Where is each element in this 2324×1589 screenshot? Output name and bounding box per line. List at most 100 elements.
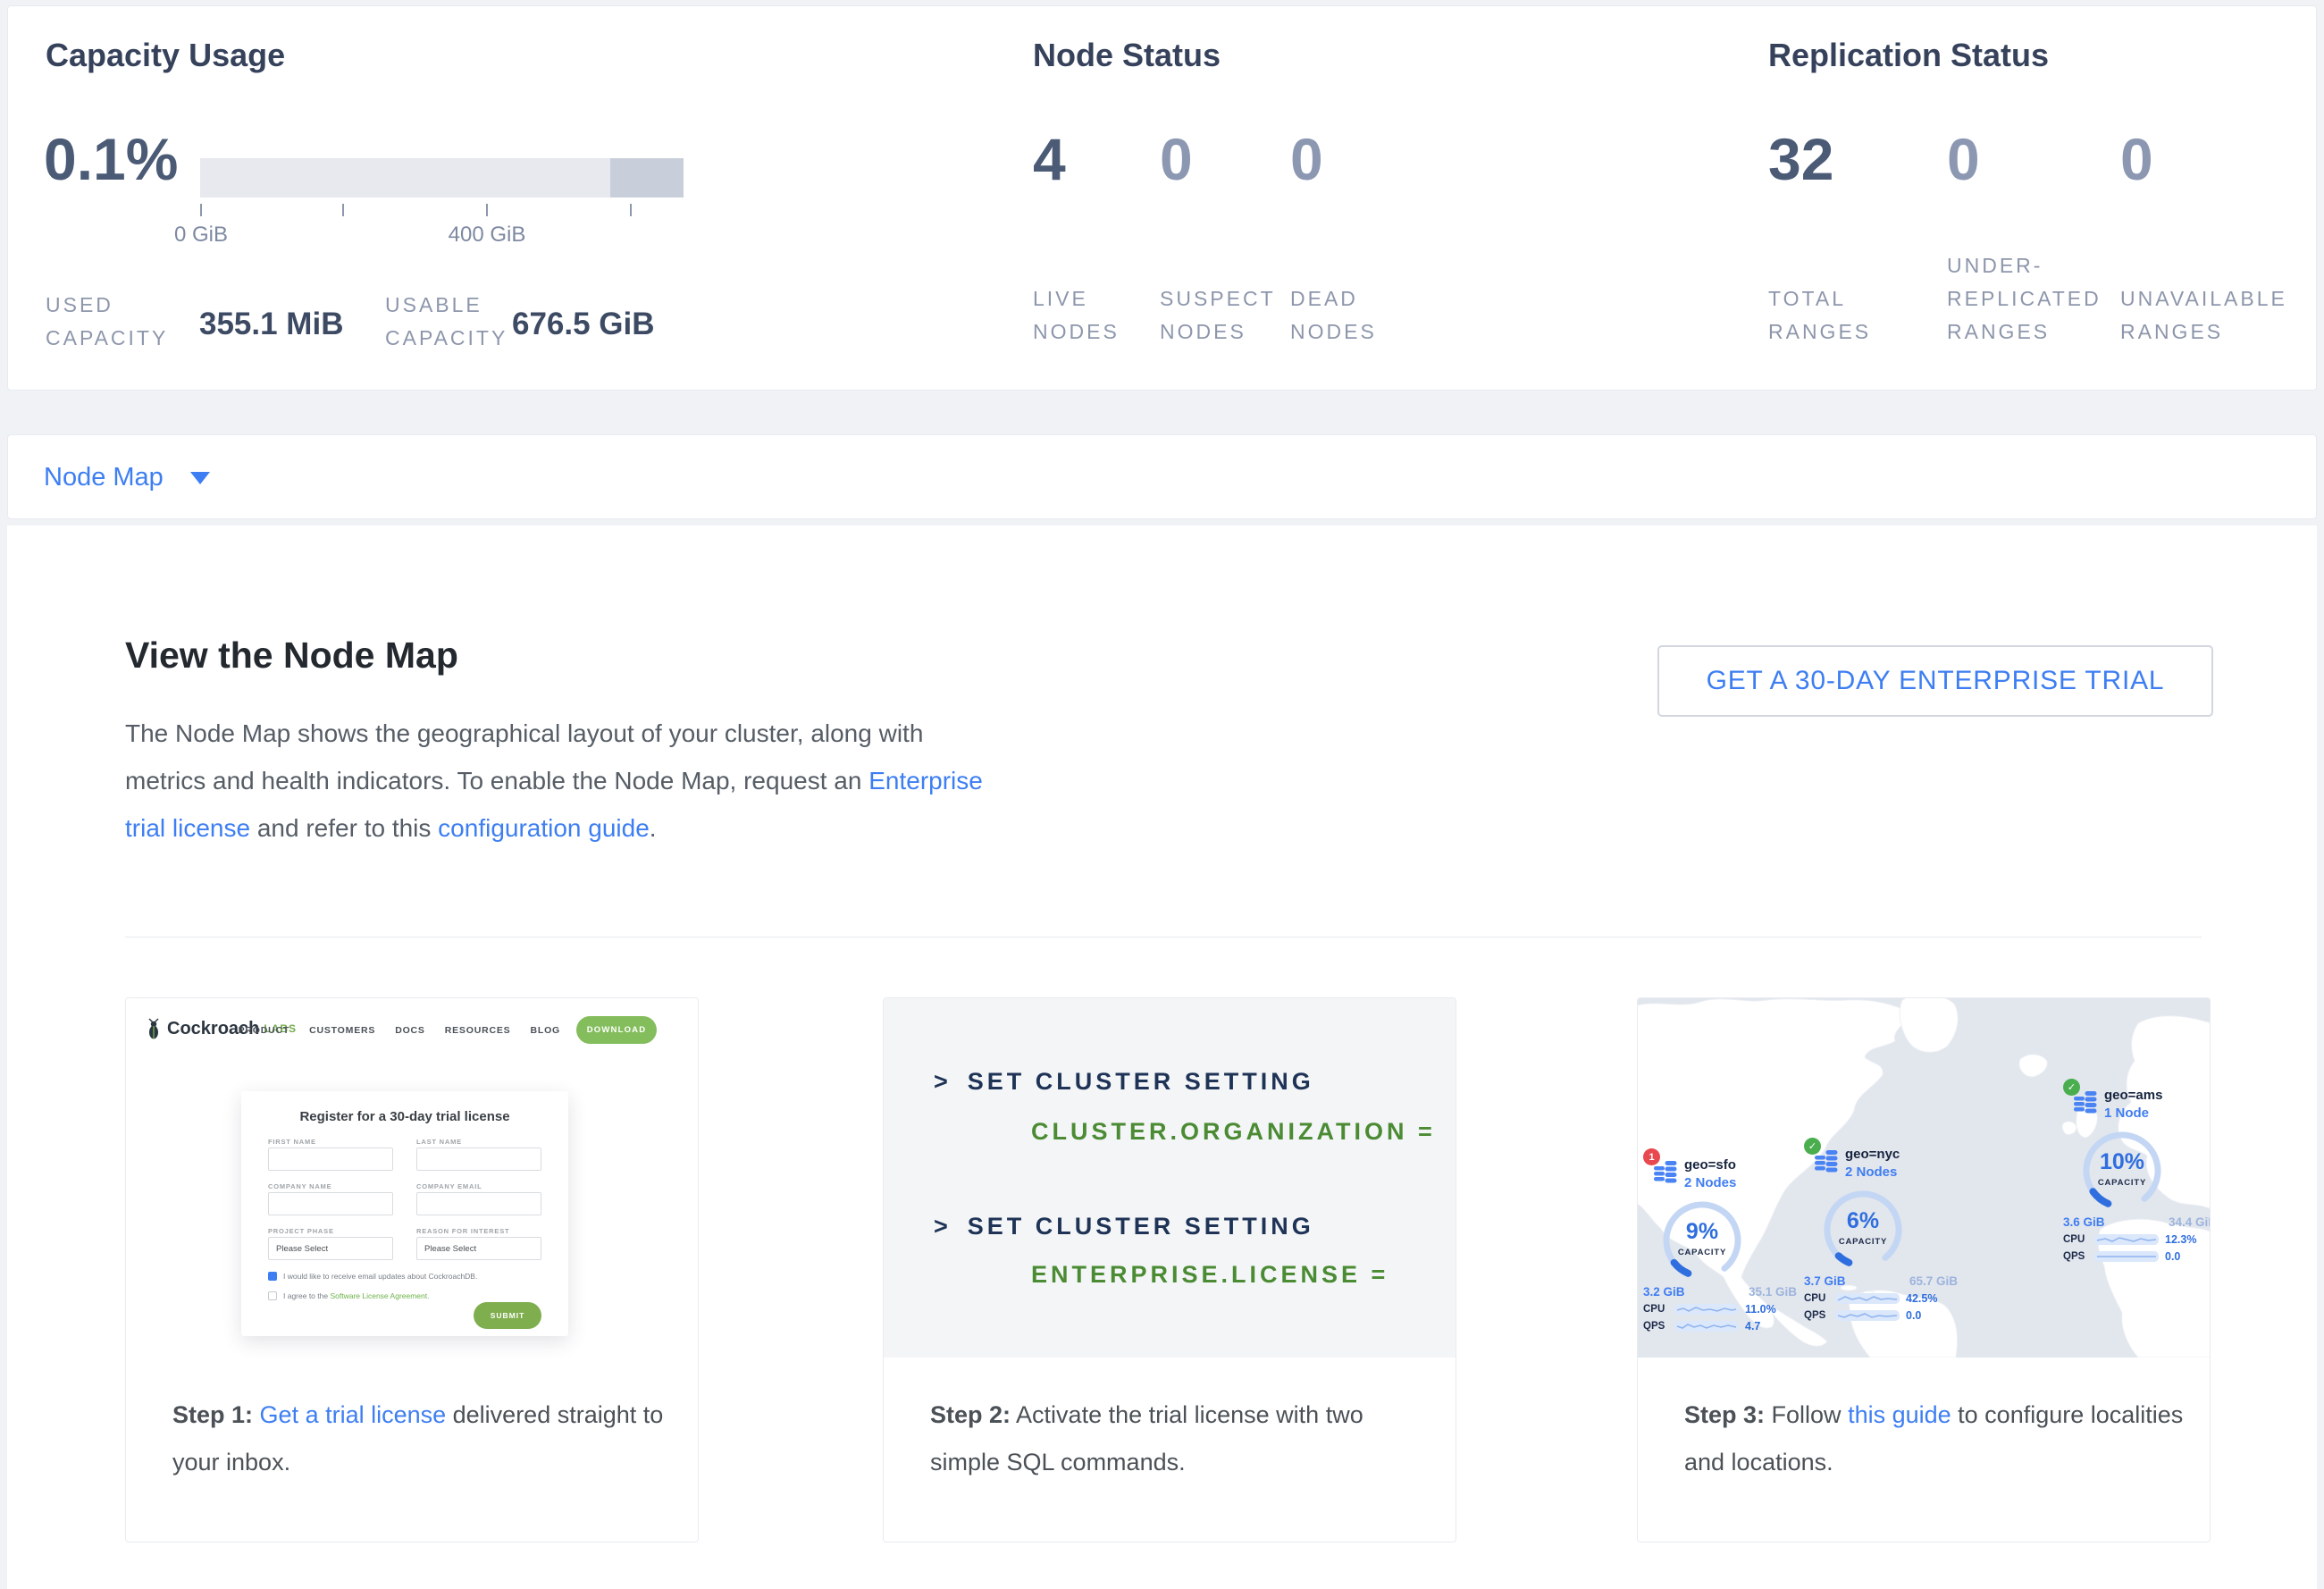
cpu-value: 42.5% bbox=[1906, 1292, 1938, 1305]
node-map-preview: 1 geo=sfo 2 Nodes 9% bbox=[1638, 998, 2210, 1358]
sql-argument: CLUSTER.ORGANIZATION = bbox=[1031, 1118, 1436, 1145]
locality-name: geo=sfo bbox=[1684, 1157, 1736, 1173]
mini-site-navbar: Cockroach LABS PRODUCT CUSTOMERS DOCS RE… bbox=[126, 1011, 698, 1050]
qps-value: 0.0 bbox=[2165, 1250, 2181, 1263]
field-label: COMPANY NAME bbox=[268, 1182, 332, 1190]
qps-value: 0.0 bbox=[1906, 1309, 1922, 1322]
sql-argument: ENTERPRISE.LICENSE = bbox=[1031, 1261, 1389, 1288]
replication-status-title: Replication Status bbox=[1768, 37, 2050, 73]
suspect-nodes-label: SUSPECT NODES bbox=[1160, 287, 1276, 343]
capacity-percent: 6% bbox=[1846, 1208, 1880, 1233]
capacity-ring: 9% CAPACITY bbox=[1659, 1198, 1745, 1283]
capacity-ring-arc bbox=[2083, 1131, 2161, 1210]
step-1-card: Cockroach LABS PRODUCT CUSTOMERS DOCS RE… bbox=[125, 997, 699, 1543]
dead-nodes-count: 0 bbox=[1290, 126, 1323, 192]
company-email-field bbox=[416, 1192, 541, 1215]
capacity-bar bbox=[200, 158, 684, 198]
total-ranges-count: 32 bbox=[1768, 126, 1834, 192]
node-map-dropdown[interactable]: Node Map bbox=[44, 435, 210, 520]
nav-item: RESOURCES bbox=[444, 1025, 511, 1036]
qps-label: QPS bbox=[1804, 1310, 1826, 1321]
step-2-caption: Step 2: Activate the trial license with … bbox=[930, 1401, 1363, 1476]
unavailable-ranges-count: 0 bbox=[2120, 126, 2153, 192]
cockroach-logo-icon bbox=[148, 1018, 159, 1039]
map-location-ams: ✓ geo=ams 1 Node 10% bbox=[2063, 1079, 2210, 1263]
cpu-label: CPU bbox=[2063, 1234, 2085, 1245]
enterprise-trial-license-link[interactable]: Enterprise trial license bbox=[125, 767, 983, 842]
dead-nodes-label: DEAD NODES bbox=[1290, 287, 1377, 343]
capacity-used: 3.7 GiB bbox=[1804, 1274, 1846, 1288]
capacity-percent: 9% bbox=[1685, 1219, 1719, 1244]
step-2-card: > SET CLUSTER SETTING CLUSTER.ORGANIZATIO… bbox=[883, 997, 1456, 1543]
checkbox-checked bbox=[268, 1272, 277, 1281]
checkbox-label: I agree to the Software License Agreemen… bbox=[283, 1291, 430, 1300]
database-icon bbox=[1815, 1150, 1838, 1173]
capacity-usage-title: Capacity Usage bbox=[46, 37, 286, 73]
node-map-promo-panel: View the Node Map The Node Map shows the… bbox=[7, 525, 2317, 1589]
field-label: REASON FOR INTEREST bbox=[416, 1227, 510, 1235]
cockroach-labs-logo: Cockroach LABS bbox=[146, 1018, 297, 1039]
first-name-field bbox=[268, 1148, 393, 1171]
mini-site-nav-links: PRODUCT CUSTOMERS DOCS RESOURCES BLOG bbox=[239, 1025, 560, 1036]
field-label: LAST NAME bbox=[416, 1138, 462, 1146]
locality-name: geo=ams bbox=[2104, 1088, 2163, 1103]
capacity-used-percent: 0.1% bbox=[44, 126, 179, 192]
capacity-ring-arc bbox=[1824, 1190, 1902, 1269]
cpu-value: 12.3% bbox=[2165, 1233, 2197, 1246]
capacity-total: 35.1 GiB bbox=[1748, 1285, 1797, 1299]
last-name-field bbox=[416, 1148, 541, 1171]
qps-label: QPS bbox=[2063, 1251, 2085, 1262]
reason-select: Please Select bbox=[416, 1237, 541, 1260]
field-label: PROJECT PHASE bbox=[268, 1227, 334, 1235]
intro-description: The Node Map shows the geographical layo… bbox=[125, 710, 1001, 852]
this-guide-link[interactable]: this guide bbox=[1848, 1401, 1951, 1428]
logo-name: Cockroach bbox=[167, 1018, 260, 1038]
locality-node-count: 1 Node bbox=[2104, 1106, 2150, 1121]
sql-commands-panel: > SET CLUSTER SETTING CLUSTER.ORGANIZATIO… bbox=[884, 998, 1456, 1358]
license-agreement-checkbox-row: I agree to the Software License Agreemen… bbox=[268, 1291, 430, 1300]
qps-sparkline bbox=[1674, 1321, 1739, 1332]
capacity-tick bbox=[630, 204, 632, 216]
view-selector-bar: Node Map bbox=[7, 434, 2317, 519]
capacity-percent: 10% bbox=[2099, 1149, 2145, 1174]
database-icon bbox=[1654, 1161, 1677, 1183]
capacity-tick bbox=[200, 204, 202, 216]
capacity-used: 3.2 GiB bbox=[1643, 1285, 1685, 1299]
download-button: DOWNLOAD bbox=[576, 1016, 657, 1044]
capacity-tick bbox=[486, 204, 488, 216]
capacity-label: CAPACITY bbox=[1838, 1237, 1888, 1247]
email-updates-checkbox-row: I would like to receive email updates ab… bbox=[268, 1272, 477, 1281]
get-enterprise-trial-button[interactable]: GET A 30-DAY ENTERPRISE TRIAL bbox=[1657, 645, 2213, 717]
nav-item: DOCS bbox=[395, 1025, 425, 1036]
field-label: FIRST NAME bbox=[268, 1138, 316, 1146]
capacity-total: 34.4 GiB bbox=[2168, 1215, 2210, 1229]
node-map-dropdown-label: Node Map bbox=[44, 463, 164, 492]
used-capacity-value: 355.1 MiB bbox=[199, 307, 344, 341]
nav-item: BLOG bbox=[530, 1025, 560, 1036]
project-phase-select: Please Select bbox=[268, 1237, 393, 1260]
intro-text-1: The Node Map shows the geographical layo… bbox=[125, 719, 924, 794]
cpu-label: CPU bbox=[1804, 1293, 1826, 1304]
field-label: COMPANY EMAIL bbox=[416, 1182, 482, 1190]
qps-sparkline bbox=[2094, 1251, 2159, 1262]
configuration-guide-link[interactable]: configuration guide bbox=[438, 814, 650, 842]
intro-text-2: and refer to this bbox=[250, 814, 439, 842]
capacity-label: CAPACITY bbox=[1677, 1248, 1727, 1257]
used-capacity-label: USED CAPACITY bbox=[46, 293, 169, 349]
node-status-title: Node Status bbox=[1033, 37, 1221, 73]
total-ranges-label: TOTAL RANGES bbox=[1768, 287, 1872, 343]
capacity-ring-arc bbox=[1663, 1201, 1741, 1280]
capacity-total: 65.7 GiB bbox=[1909, 1274, 1958, 1288]
get-trial-license-link[interactable]: Get a trial license bbox=[259, 1401, 447, 1428]
cpu-sparkline bbox=[1835, 1293, 1900, 1304]
cluster-summary-panel: Capacity Usage 0.1% 0 GiB 400 GiB USED C… bbox=[7, 5, 2317, 391]
unavailable-ranges-label: UNAVAILABLE RANGES bbox=[2120, 287, 2287, 343]
qps-label: QPS bbox=[1643, 1321, 1665, 1332]
live-nodes-label: LIVE NODES bbox=[1033, 287, 1120, 343]
chevron-down-icon bbox=[189, 471, 210, 484]
license-agreement-link: Software License Agreement. bbox=[330, 1291, 430, 1300]
usable-capacity-value: 676.5 GiB bbox=[512, 307, 655, 341]
cpu-sparkline bbox=[2094, 1234, 2159, 1245]
intro-text-3: . bbox=[649, 814, 657, 842]
usable-capacity-label: USABLE CAPACITY bbox=[385, 293, 508, 349]
